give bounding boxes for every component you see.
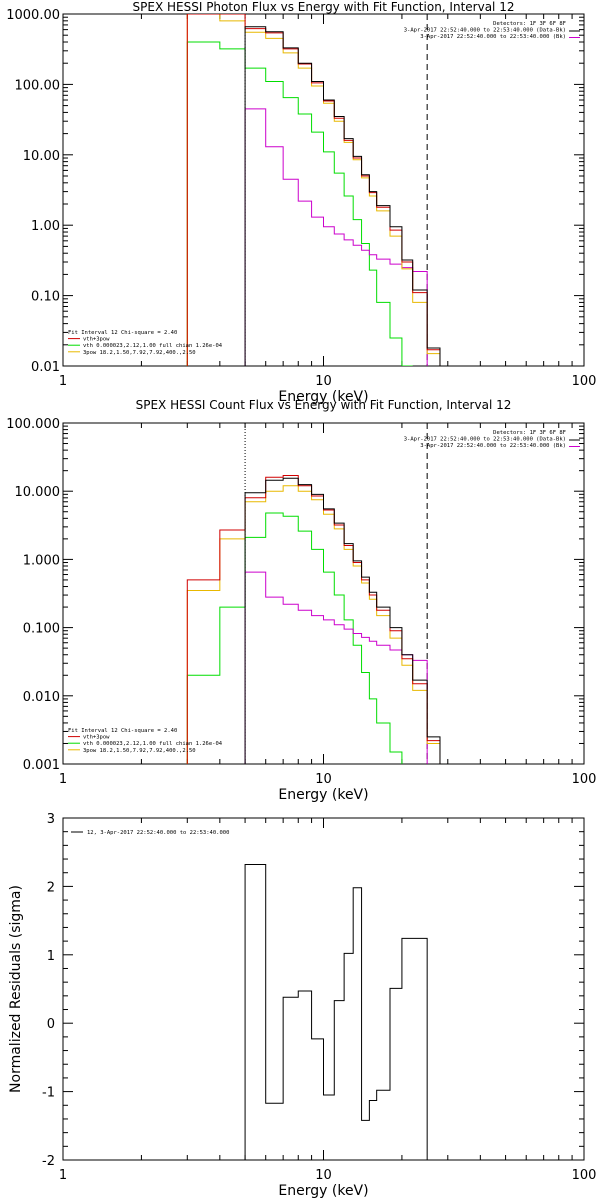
y-tick-label: 10.00 [23, 149, 60, 164]
series-background [186, 14, 441, 366]
detector-note: 3-Apr-2017 22:52:40.000 to 22:53:40.000 … [404, 437, 566, 443]
panel-1: SPEX HESSI Photon Flux vs Energy with Fi… [6, 0, 596, 405]
fit-note: 3pow 18.2,1.50,7.92,7.92,400.,2.50 [83, 350, 196, 356]
detector-note: Detectors: 1F 3F 6F 8F [493, 21, 566, 27]
y-tick-label: 1.00 [31, 219, 60, 234]
fit-note: vth 0.000023,2.12,1.00 full chian 1.26e-… [83, 343, 223, 349]
x-tick-label: 10 [315, 1168, 332, 1183]
plot-area [244, 864, 428, 1160]
x-tick-label: 10 [315, 772, 332, 787]
y-tick-label: 10.000 [15, 485, 61, 500]
y-tick-label: 0.001 [23, 758, 60, 773]
x-axis-label: Energy (keV) [278, 389, 368, 405]
x-axis-label: Energy (keV) [278, 787, 368, 803]
plot-area [186, 14, 441, 366]
fit-note: vth+3pow [83, 337, 110, 343]
plot-frame [62, 817, 585, 1161]
y-tick-label: 1 [47, 949, 55, 964]
detector-note: 3-Apr-2017 22:52:40.000 to 22:53:40.000 … [404, 28, 566, 34]
y-tick-label: 2 [47, 880, 55, 895]
y-tick-label: 100.000 [6, 417, 60, 432]
plot-frame [62, 13, 585, 367]
fit-note: Fit Interval 12 Chi-square = 2.40 [68, 728, 177, 734]
y-tick-label: 0 [47, 1017, 55, 1032]
series-background [186, 485, 441, 764]
series-data [244, 26, 441, 366]
fit-note: Fit Interval 12 Chi-square = 2.40 [68, 330, 177, 336]
series-total [186, 474, 441, 764]
y-tick-label: 0.010 [23, 690, 60, 705]
x-tick-label: 100 [572, 1168, 597, 1183]
y-tick-label: 0.10 [31, 290, 60, 305]
plot-area [186, 423, 441, 764]
panel-3: 1 10 100 Energy (keV) -2 -1 0 1 2 3 Normalized Res… [8, 812, 596, 1199]
chart-title: SPEX HESSI Photon Flux vs Energy with Fi… [133, 0, 515, 14]
fit-note: 3pow 18.2,1.50,7.92,7.92,400.,2.50 [83, 748, 196, 754]
y-tick-label: 1000.00 [6, 8, 60, 23]
y-tick-label: -1 [42, 1086, 55, 1101]
x-tick-label: 100 [572, 374, 597, 389]
legend-entry: 12, 3-Apr-2017 22:52:40.000 to 22:53:40.… [87, 830, 229, 836]
y-tick-label: 3 [47, 812, 55, 827]
series-residuals [244, 864, 428, 1160]
fit-note: vth+3pow [83, 735, 110, 741]
x-tick-label: 1 [59, 1168, 67, 1183]
y-tick-label: 100.00 [15, 78, 61, 93]
detector-note: 3-Apr-2017 22:52:40.000 to 22:53:40.000 … [420, 34, 566, 40]
detector-note: 3-Apr-2017 22:52:40.000 to 22:53:40.000 … [420, 443, 566, 449]
series-thermal [186, 41, 413, 366]
plot-frame [62, 422, 585, 765]
y-tick-label: 1.000 [23, 553, 60, 568]
x-tick-label: 1 [59, 374, 67, 389]
y-tick-label: 0.01 [31, 360, 60, 375]
series-thermal [186, 512, 403, 764]
y-tick-label: -2 [42, 1154, 55, 1169]
x-axis-label: Energy (keV) [278, 1183, 368, 1199]
x-tick-label: 1 [59, 772, 67, 787]
x-tick-label: 100 [572, 772, 597, 787]
fit-note: vth 0.000023,2.12,1.00 full chian 1.26e-… [83, 741, 223, 747]
series-power-law [244, 108, 428, 366]
x-tick-label: 10 [315, 374, 332, 389]
series-data [244, 477, 441, 764]
chart-title: SPEX HESSI Count Flux vs Energy with Fit… [136, 398, 512, 412]
panel-2: SPEX HESSI Count Flux vs Energy with Fit… [6, 398, 596, 803]
series-power-law [244, 571, 428, 764]
y-axis-label: Normalized Residuals (sigma) [8, 885, 24, 1093]
detector-note: Detectors: 1F 3F 6F 8F [493, 430, 566, 436]
series-total [186, 14, 441, 366]
y-tick-label: 0.100 [23, 622, 60, 637]
